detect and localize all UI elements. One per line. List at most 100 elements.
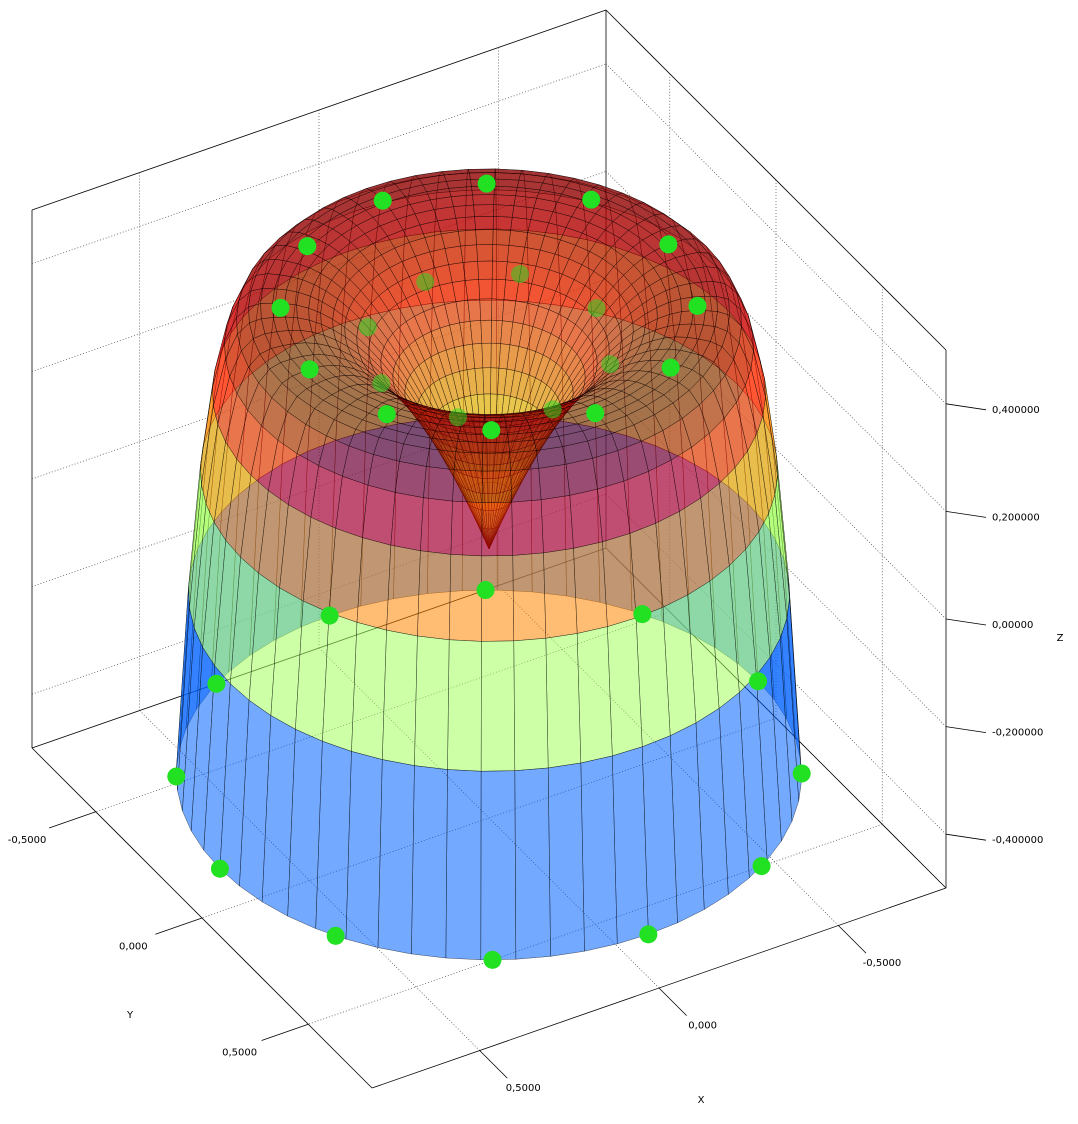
control-point bbox=[587, 299, 606, 318]
surface-patch bbox=[445, 769, 482, 960]
control-point bbox=[271, 298, 290, 317]
control-point bbox=[792, 764, 811, 783]
surface-patch bbox=[481, 501, 513, 557]
surface-patch bbox=[493, 204, 515, 218]
surface-patch bbox=[351, 622, 387, 760]
surface-patch bbox=[468, 168, 496, 174]
surface-patch bbox=[607, 617, 643, 757]
surface-patch bbox=[492, 216, 513, 231]
control-point bbox=[752, 857, 771, 876]
control-point bbox=[659, 235, 678, 254]
surface-patch bbox=[679, 310, 694, 325]
control-point bbox=[688, 296, 707, 315]
surface-patch bbox=[482, 367, 492, 395]
surface-patch bbox=[482, 441, 510, 454]
surface-patch bbox=[448, 554, 482, 642]
z-tick-label: -0,400000 bbox=[992, 835, 1043, 846]
surface-patch bbox=[514, 767, 551, 960]
grid-line bbox=[31, 63, 607, 265]
surface-patch bbox=[455, 441, 484, 454]
axes-front: -0,400000 -0,200000 0,00000 0,200000 0,40000… bbox=[8, 403, 1043, 1094]
surface-patch bbox=[473, 204, 494, 217]
surface-patch bbox=[462, 261, 479, 281]
surface-patch bbox=[569, 488, 603, 549]
control-point bbox=[477, 174, 496, 193]
surface-patch bbox=[481, 342, 492, 369]
surface-patch bbox=[490, 342, 501, 369]
y-axis-label: Y bbox=[126, 1010, 134, 1021]
control-point bbox=[633, 605, 652, 624]
surface-patch bbox=[480, 640, 516, 772]
surface-patch bbox=[460, 244, 478, 263]
z-tick-label: 0,200000 bbox=[992, 512, 1040, 523]
x-axis-label: X bbox=[698, 1095, 705, 1106]
control-point bbox=[511, 265, 530, 284]
surface-patch bbox=[453, 204, 475, 219]
surface-patch bbox=[612, 746, 649, 945]
surface-patch bbox=[481, 470, 512, 503]
x-tick-label: 0,000 bbox=[688, 1021, 717, 1032]
surface-patch bbox=[260, 288, 275, 304]
surface-patch bbox=[538, 464, 571, 500]
y-tick-label: 0,5000 bbox=[222, 1048, 257, 1059]
surface-patch bbox=[492, 244, 510, 262]
z-tick-label: 0,400000 bbox=[992, 405, 1040, 416]
surface-patch bbox=[483, 417, 506, 423]
control-point bbox=[601, 355, 620, 374]
surface-patch bbox=[491, 320, 503, 344]
control-point bbox=[372, 374, 391, 393]
control-point bbox=[416, 272, 435, 291]
surface-patch bbox=[475, 229, 494, 245]
y-tick-label: -0,5000 bbox=[8, 835, 47, 846]
z-tick-label: -0,200000 bbox=[992, 728, 1043, 739]
surface-patch bbox=[417, 550, 452, 640]
surface-patch bbox=[511, 499, 544, 556]
y-tick-label: 0,000 bbox=[119, 941, 148, 952]
surface-patch bbox=[390, 492, 424, 552]
surface-patch bbox=[472, 194, 495, 206]
surface-patch bbox=[547, 762, 585, 957]
surface-patch bbox=[576, 626, 613, 764]
x-tick-label: 0,5000 bbox=[506, 1083, 541, 1094]
surface-patch bbox=[540, 495, 574, 554]
grid-line bbox=[605, 171, 947, 512]
surface-patch bbox=[386, 544, 421, 637]
surface-patch bbox=[476, 244, 493, 262]
surface-patch bbox=[478, 278, 493, 300]
surface-patch bbox=[543, 548, 578, 639]
surface-patch bbox=[426, 448, 457, 470]
control-point bbox=[749, 672, 768, 691]
surface-patch bbox=[474, 216, 494, 231]
y-tick bbox=[48, 811, 96, 829]
z-tick bbox=[945, 511, 987, 518]
surface-patch bbox=[453, 451, 483, 472]
z-tick-label: 0,00000 bbox=[992, 620, 1033, 631]
surface-patch bbox=[703, 310, 718, 327]
surface bbox=[176, 168, 802, 960]
surface-patch bbox=[508, 230, 529, 248]
grid-line bbox=[605, 278, 947, 620]
control-point bbox=[543, 400, 562, 419]
surface-patch bbox=[597, 480, 631, 543]
surface-patch bbox=[411, 765, 448, 959]
control-point bbox=[639, 925, 658, 944]
surface-patch bbox=[545, 633, 582, 769]
surface-patch bbox=[457, 433, 484, 443]
y-tick bbox=[261, 1023, 309, 1041]
surface-patch bbox=[356, 537, 392, 631]
surface-patch bbox=[490, 367, 500, 395]
surface-patch bbox=[377, 759, 415, 955]
surface-patch bbox=[492, 229, 511, 246]
control-point bbox=[661, 358, 680, 377]
z-tick bbox=[945, 726, 987, 733]
y-tick bbox=[155, 917, 203, 935]
grid-line bbox=[605, 63, 947, 405]
control-point bbox=[300, 360, 319, 379]
surface-patch bbox=[479, 298, 493, 321]
control-point bbox=[582, 190, 601, 209]
surface-patch bbox=[414, 635, 450, 770]
x-tick bbox=[479, 1050, 508, 1079]
control-point bbox=[482, 421, 501, 440]
